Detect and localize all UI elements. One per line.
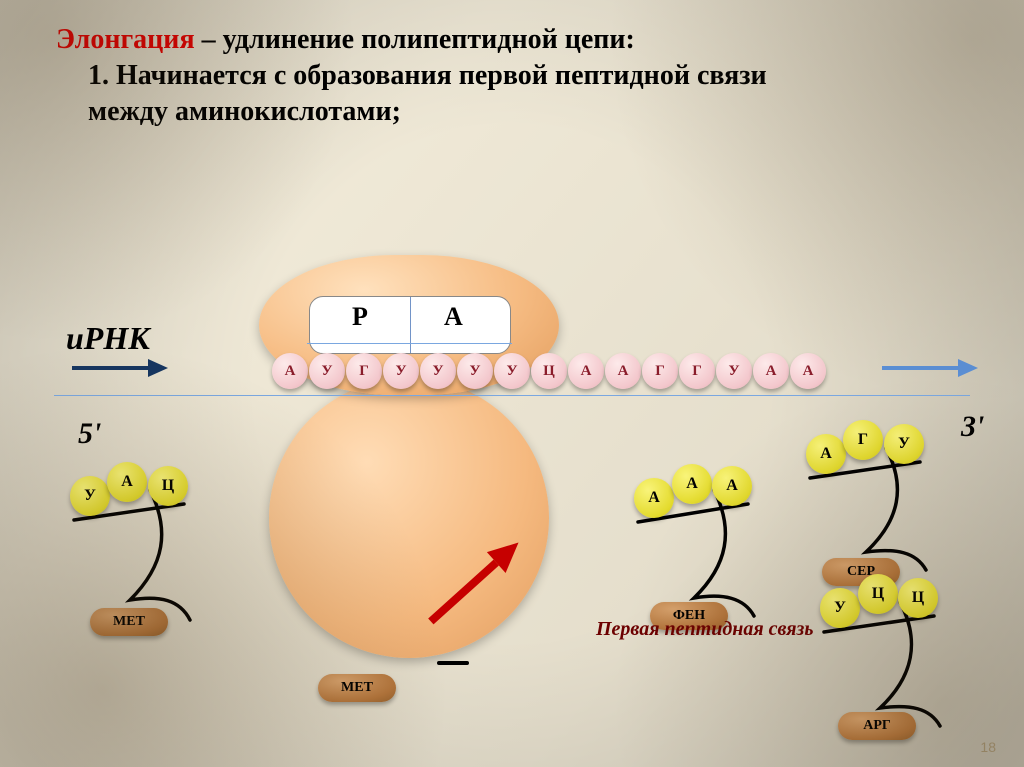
- mrna-nt: Г: [642, 353, 678, 389]
- trna-anticodon-nt: А: [672, 464, 712, 504]
- trna-anticodon-nt: А: [107, 462, 147, 502]
- mrna-nt: У: [457, 353, 493, 389]
- slot-p-label: P: [352, 302, 368, 332]
- title-line3: между аминокислотами;: [56, 94, 767, 130]
- trna-anticodon-nt: Ц: [898, 578, 938, 618]
- title-block: Элонгация – удлинение полипептидной цепи…: [56, 22, 767, 129]
- mrna-nt: А: [753, 353, 789, 389]
- trna-anticodon-nt: Ц: [858, 574, 898, 614]
- mrna-nt: У: [716, 353, 752, 389]
- slide-number: 18: [980, 739, 996, 755]
- trna-anticodon-nt: Ц: [148, 466, 188, 506]
- aa-label-met-left: МЕТ: [90, 608, 168, 636]
- mrna-axis-line: [54, 395, 970, 396]
- trna-anticodon-nt: У: [820, 588, 860, 628]
- title-line2: 1. Начинается с образования первой пепти…: [56, 58, 767, 94]
- mrna-nt: У: [420, 353, 456, 389]
- mrna-nt: У: [383, 353, 419, 389]
- trna-anticodon-nt: У: [884, 424, 924, 464]
- trna-anticodon-nt: А: [712, 466, 752, 506]
- mrna-label: иРНК: [66, 320, 150, 357]
- peptide-bond-label: Первая пептидная связь: [596, 618, 813, 641]
- slot-a-label: A: [444, 302, 463, 332]
- aa-met-free: МЕТ: [318, 674, 396, 702]
- mrna-slot-line: [307, 343, 512, 344]
- mrna-nt: Г: [346, 353, 382, 389]
- mrna-nt: А: [568, 353, 604, 389]
- mrna-direction-arrow-left: [70, 356, 170, 380]
- mrna-nt: А: [790, 353, 826, 389]
- mrna-nt: Г: [679, 353, 715, 389]
- trna-anticodon-nt: У: [70, 476, 110, 516]
- incoming-trna-arrow: [388, 508, 548, 668]
- slot-divider: [410, 297, 411, 353]
- mrna-nt: А: [605, 353, 641, 389]
- title-keyword: Элонгация: [56, 24, 195, 55]
- mrna-nt: У: [309, 353, 345, 389]
- five-prime-label: 5': [78, 417, 101, 451]
- aa-label-arg: АРГ: [838, 712, 916, 740]
- title-rest: – удлинение полипептидной цепи:: [195, 24, 635, 55]
- trna-anticodon-nt: А: [806, 434, 846, 474]
- three-prime-label: 3': [961, 410, 984, 444]
- mrna-direction-arrow-right: [880, 356, 980, 380]
- ribosome-sites: [309, 296, 511, 354]
- mrna-nt: А: [272, 353, 308, 389]
- mrna-nt: Ц: [531, 353, 567, 389]
- dash-marker: [437, 661, 469, 665]
- slide-page: Элонгация – удлинение полипептидной цепи…: [0, 0, 1024, 767]
- mrna-nt: У: [494, 353, 530, 389]
- trna-anticodon-nt: Г: [843, 420, 883, 460]
- trna-anticodon-nt: А: [634, 478, 674, 518]
